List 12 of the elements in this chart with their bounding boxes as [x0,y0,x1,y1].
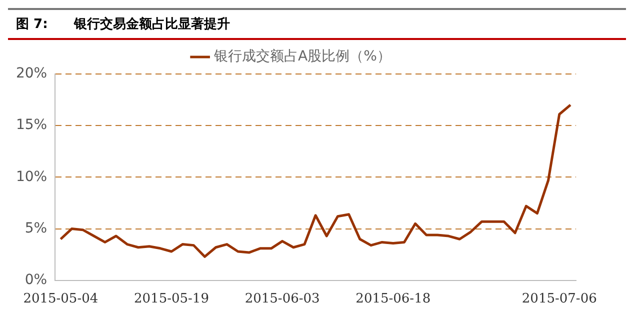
chart-title: 图 7: 银行交易金额占比显著提升 [8,8,626,40]
y-tick-label: 10% [16,168,48,185]
y-tick-label: 20% [16,66,48,82]
y-tick-label: 0% [24,272,48,288]
x-tick-label: 2015-07-06 [522,292,597,307]
x-tick-label: 2015-05-19 [134,292,209,307]
x-tick-label: 2015-06-18 [356,292,431,307]
y-tick-label: 5% [24,220,48,236]
legend-label: 银行成交额占A股比例（%） [213,48,391,65]
x-tick-label: 2015-05-04 [23,292,98,307]
x-tick-label: 2015-06-03 [244,292,320,307]
y-tick-label: 15% [16,117,48,134]
